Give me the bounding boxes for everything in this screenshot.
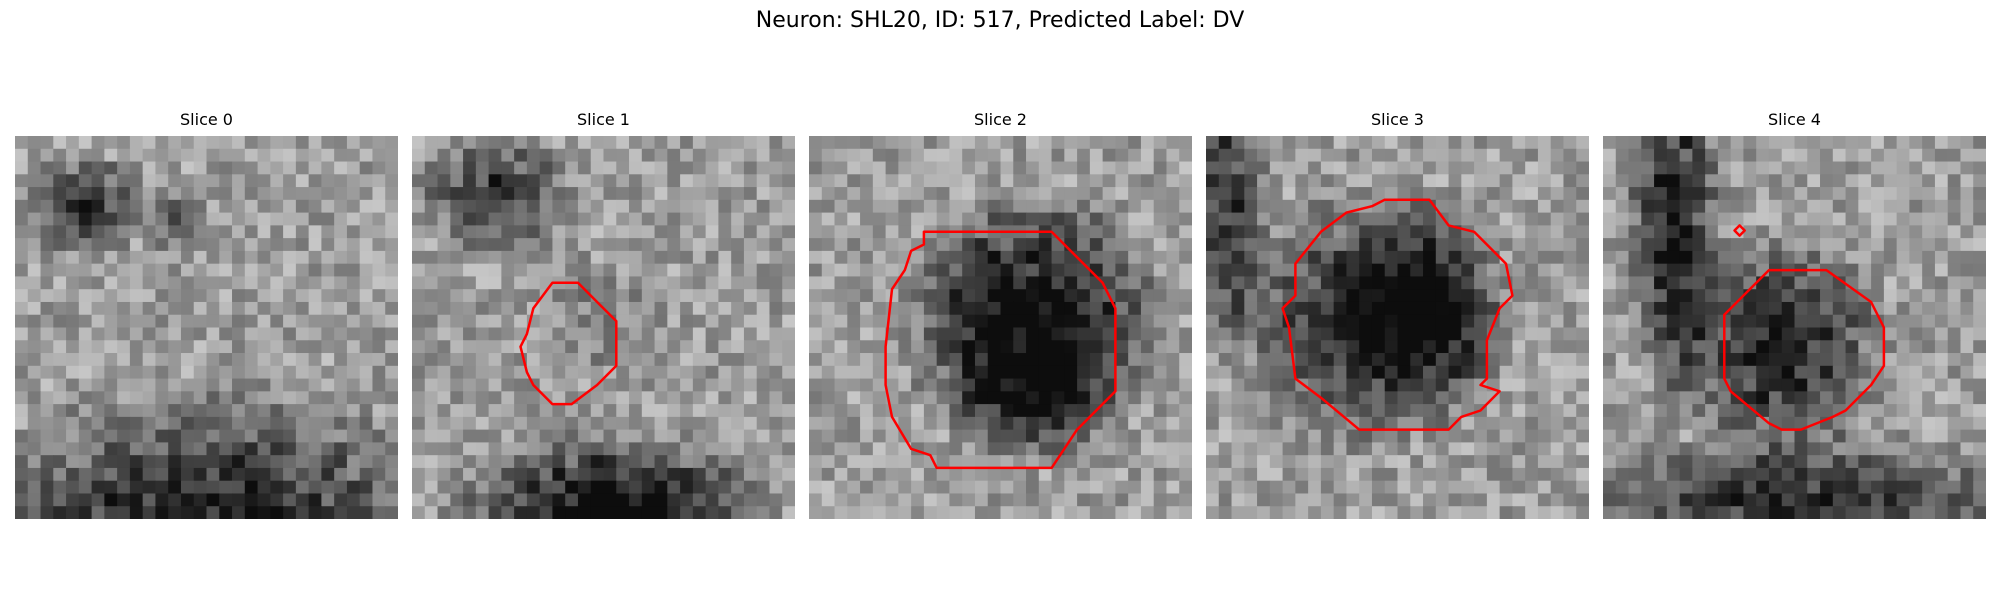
slice-image-4 [1603, 136, 1986, 519]
roi-contour-4-1 [1733, 224, 1746, 237]
figure-title: Neuron: SHL20, ID: 517, Predicted Label:… [755, 8, 1245, 33]
slice-image-2 [809, 136, 1192, 519]
slice-title-0: Slice 0 [180, 110, 233, 129]
slice-title-3: Slice 3 [1371, 110, 1424, 129]
slice-panel-1: Slice 1 [412, 108, 795, 519]
slice-panel-3: Slice 3 [1206, 108, 1589, 519]
roi-contour-3-0 [1281, 198, 1514, 431]
slice-title-2: Slice 2 [974, 110, 1027, 129]
slice-title-4: Slice 4 [1768, 110, 1821, 129]
slice-image-1 [412, 136, 795, 519]
slice-image-0 [15, 136, 398, 519]
roi-contour-4-0 [1723, 268, 1886, 431]
roi-contour-1-0 [519, 281, 618, 406]
slice-panel-0: Slice 0 [15, 108, 398, 519]
slice-panel-2: Slice 2 [809, 108, 1192, 519]
slice-panel-4: Slice 4 [1603, 108, 1986, 519]
roi-contour-2-0 [884, 230, 1117, 470]
slice-image-3 [1206, 136, 1589, 519]
slice-title-1: Slice 1 [577, 110, 630, 129]
